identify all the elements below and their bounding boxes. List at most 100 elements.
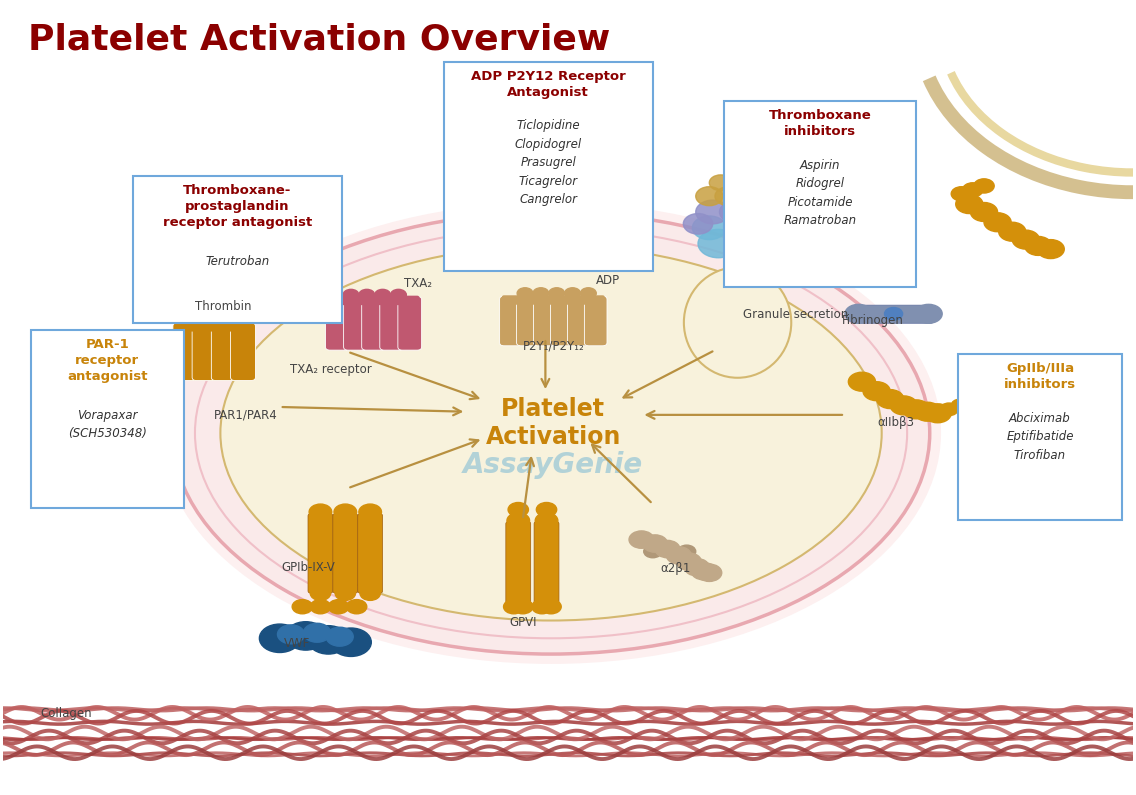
FancyBboxPatch shape [506, 522, 531, 605]
Circle shape [684, 559, 709, 576]
FancyBboxPatch shape [551, 296, 573, 346]
Circle shape [549, 288, 565, 299]
Text: GPIb-IX-V: GPIb-IX-V [281, 560, 335, 574]
FancyBboxPatch shape [517, 296, 540, 346]
Text: GPVI: GPVI [509, 616, 536, 629]
Circle shape [343, 289, 359, 301]
FancyBboxPatch shape [328, 296, 419, 305]
Circle shape [507, 513, 529, 529]
Text: PAR-1
receptor
antagonist: PAR-1 receptor antagonist [67, 339, 148, 383]
Circle shape [891, 396, 917, 415]
Text: ADP P2Y12 Receptor
Antagonist: ADP P2Y12 Receptor Antagonist [470, 70, 626, 99]
Circle shape [678, 545, 695, 558]
Text: ADP: ADP [596, 274, 620, 287]
Circle shape [914, 402, 941, 421]
Text: AssayGenie: AssayGenie [463, 451, 643, 479]
Circle shape [695, 200, 729, 224]
Circle shape [1037, 239, 1064, 258]
Circle shape [698, 229, 738, 258]
Circle shape [309, 504, 332, 520]
Text: Terutroban: Terutroban [206, 254, 269, 268]
Text: Platelet Activation Overview: Platelet Activation Overview [27, 22, 610, 56]
Circle shape [962, 183, 983, 197]
Circle shape [863, 382, 891, 401]
Circle shape [503, 599, 524, 614]
Text: TXA₂ receptor: TXA₂ receptor [290, 363, 371, 376]
Circle shape [277, 625, 304, 644]
FancyBboxPatch shape [211, 323, 236, 381]
FancyBboxPatch shape [175, 322, 253, 332]
FancyBboxPatch shape [326, 297, 349, 350]
Circle shape [951, 399, 969, 412]
FancyBboxPatch shape [398, 297, 421, 350]
Circle shape [715, 187, 742, 206]
Text: α2β1: α2β1 [660, 562, 691, 576]
Circle shape [375, 289, 391, 301]
Circle shape [328, 599, 349, 614]
Circle shape [885, 308, 903, 320]
Text: GpIIb/IIIa
inhibitors: GpIIb/IIIa inhibitors [1004, 362, 1076, 391]
Text: PAR1/PAR4: PAR1/PAR4 [214, 409, 277, 421]
Circle shape [359, 289, 375, 301]
Circle shape [331, 628, 371, 657]
Circle shape [360, 586, 381, 600]
Text: Collagen: Collagen [40, 707, 92, 719]
Circle shape [914, 304, 942, 324]
Circle shape [1012, 230, 1039, 249]
FancyBboxPatch shape [133, 176, 342, 323]
Circle shape [724, 217, 762, 243]
Circle shape [643, 535, 668, 553]
Ellipse shape [173, 212, 929, 654]
Text: Thromboxane-
prostaglandin
receptor antagonist: Thromboxane- prostaglandin receptor anta… [162, 184, 312, 229]
Circle shape [691, 563, 716, 580]
Circle shape [565, 288, 580, 299]
FancyBboxPatch shape [444, 62, 653, 271]
Circle shape [292, 599, 312, 614]
Circle shape [849, 372, 876, 391]
FancyBboxPatch shape [534, 522, 559, 605]
FancyBboxPatch shape [852, 305, 934, 324]
FancyBboxPatch shape [568, 296, 590, 346]
Circle shape [928, 407, 946, 420]
Circle shape [536, 502, 557, 517]
Circle shape [310, 599, 331, 614]
Circle shape [508, 502, 528, 517]
Text: Aspirin
Ridogrel
Picotamide
Ramatroban: Aspirin Ridogrel Picotamide Ramatroban [784, 159, 857, 227]
FancyBboxPatch shape [500, 296, 523, 346]
Text: αIIbβ3: αIIbβ3 [877, 417, 914, 429]
Ellipse shape [161, 202, 941, 664]
FancyBboxPatch shape [724, 102, 916, 287]
Circle shape [696, 564, 721, 581]
Text: Thromboxane
inhibitors: Thromboxane inhibitors [769, 110, 871, 138]
FancyBboxPatch shape [379, 297, 403, 350]
Text: Thrombin: Thrombin [195, 301, 251, 313]
FancyBboxPatch shape [502, 295, 604, 304]
Circle shape [391, 289, 407, 301]
Circle shape [359, 504, 382, 520]
Circle shape [303, 623, 331, 642]
Circle shape [661, 545, 679, 558]
Circle shape [695, 187, 722, 206]
Circle shape [970, 203, 997, 222]
FancyBboxPatch shape [173, 323, 198, 381]
Circle shape [999, 223, 1026, 241]
Circle shape [951, 187, 971, 201]
Circle shape [533, 288, 549, 299]
Circle shape [984, 213, 1011, 231]
FancyBboxPatch shape [231, 323, 256, 381]
Circle shape [580, 288, 596, 299]
Circle shape [203, 316, 222, 329]
Circle shape [924, 404, 951, 423]
Text: P2Y₁/P2Y₁₂: P2Y₁/P2Y₁₂ [523, 339, 584, 353]
Text: Granule secretion: Granule secretion [743, 308, 849, 321]
Circle shape [541, 599, 561, 614]
Circle shape [310, 586, 331, 600]
Circle shape [1025, 236, 1052, 255]
Text: TXA₂: TXA₂ [404, 277, 432, 289]
Text: Vorapaxar
(SCH530348): Vorapaxar (SCH530348) [68, 409, 147, 440]
Ellipse shape [220, 246, 882, 621]
Circle shape [186, 316, 204, 329]
Circle shape [308, 626, 349, 654]
Text: Ticlopidine
Clopidogrel
Prasugrel
Ticagrelor
Cangrelor: Ticlopidine Clopidogrel Prasugrel Ticagr… [515, 119, 582, 207]
Circle shape [346, 599, 367, 614]
